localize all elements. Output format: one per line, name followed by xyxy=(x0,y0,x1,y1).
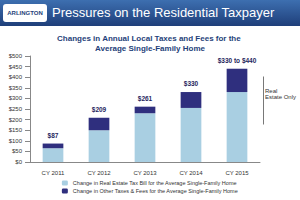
svg-text:$500: $500 xyxy=(9,53,23,59)
svg-text:$400: $400 xyxy=(9,74,23,80)
html-text:Pressures on the Residential T: Pressures on the Residential Taxpayer xyxy=(52,5,275,20)
svg-text:CY 2012: CY 2012 xyxy=(87,170,111,176)
svg-text:$350: $350 xyxy=(9,85,23,91)
svg-text:Average Single-Family Home: Average Single-Family Home xyxy=(95,44,206,53)
svg-text:$330: $330 xyxy=(184,80,199,88)
svg-text:$87: $87 xyxy=(48,132,59,140)
svg-text:$300: $300 xyxy=(9,95,23,101)
svg-text:$150: $150 xyxy=(9,127,23,133)
svg-text:$50: $50 xyxy=(12,148,23,154)
svg-text:CY 2013: CY 2013 xyxy=(133,170,157,176)
svg-text:CY 2014: CY 2014 xyxy=(179,170,203,176)
svg-text:Change in Real Estate Tax Bill: Change in Real Estate Tax Bill for the A… xyxy=(73,180,237,186)
svg-text:$209: $209 xyxy=(92,106,107,114)
svg-text:Estate Only: Estate Only xyxy=(265,94,296,100)
svg-text:$250: $250 xyxy=(9,106,23,112)
svg-text:CY 2015: CY 2015 xyxy=(225,170,249,176)
svg-text:CY 2011: CY 2011 xyxy=(42,170,65,176)
svg-text:Change in Other Taxes & Fees f: Change in Other Taxes & Fees for the Ave… xyxy=(73,188,238,194)
svg-text:$0: $0 xyxy=(15,159,22,165)
svg-text:$330 to $440: $330 to $440 xyxy=(218,57,257,65)
svg-text:$200: $200 xyxy=(9,117,23,123)
svg-text:$450: $450 xyxy=(9,64,23,70)
svg-text:Real: Real xyxy=(265,88,278,94)
svg-text:Changes in Annual Local Taxes: Changes in Annual Local Taxes and Fees f… xyxy=(57,34,243,43)
svg-text:$100: $100 xyxy=(9,138,23,144)
html-text:ARLINGTON: ARLINGTON xyxy=(7,10,43,16)
svg-text:$261: $261 xyxy=(138,95,153,103)
